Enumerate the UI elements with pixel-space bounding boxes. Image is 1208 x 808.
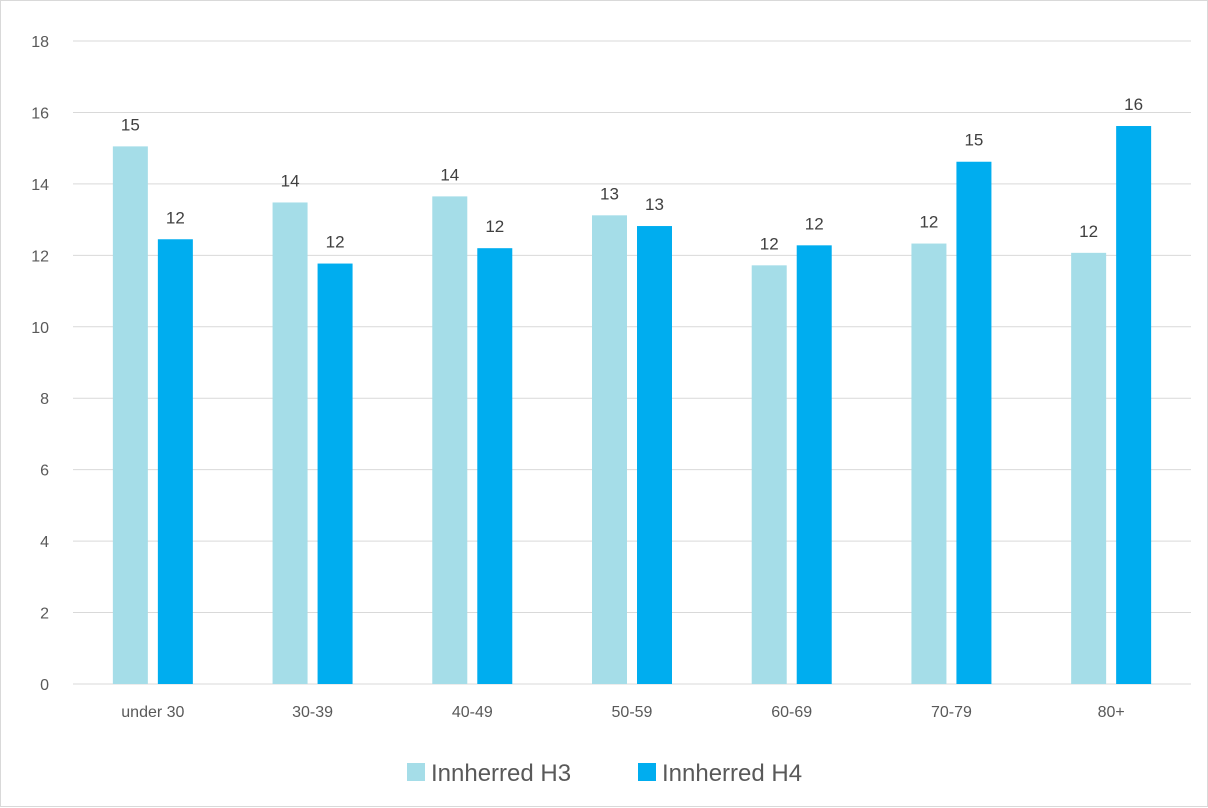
bar-h4: [956, 161, 992, 685]
data-label: 12: [485, 217, 504, 236]
bar-h4: [637, 226, 672, 684]
x-tick-label: 40-49: [452, 704, 493, 721]
data-label: 15: [964, 131, 983, 150]
data-label: 12: [760, 234, 779, 253]
bar-h3: [272, 202, 308, 684]
data-label: 12: [1079, 222, 1098, 241]
data-label: 14: [440, 165, 459, 184]
data-label: 12: [166, 208, 185, 227]
legend-label: Innherred H3: [431, 760, 571, 787]
y-tick-label: 2: [40, 606, 49, 623]
data-label: 13: [645, 195, 664, 214]
y-tick-label: 18: [31, 34, 49, 51]
bar-h3: [432, 196, 468, 684]
bar-h3: [592, 215, 627, 684]
bar-h4: [1116, 126, 1152, 684]
data-label: 16: [1124, 95, 1143, 114]
bar-h3: [911, 243, 947, 685]
legend: Innherred H3 Innherred H4: [407, 760, 802, 787]
legend-label: Innherred H4: [662, 760, 802, 787]
data-label: 15: [121, 115, 140, 134]
data-label: 12: [919, 213, 938, 232]
x-tick-label: 50-59: [612, 704, 653, 721]
y-tick-label: 0: [40, 677, 49, 694]
data-label: 13: [600, 184, 619, 203]
x-tick-label: 30-39: [292, 704, 333, 721]
data-label: 14: [281, 171, 300, 190]
bar-h4: [317, 263, 353, 684]
x-tick-label: under 30: [121, 704, 184, 721]
x-axis-ticks: under 30 30-39 40-49 50-59 60-69 70-79 80+: [121, 704, 1124, 721]
data-labels: 15 12 14 12 14 12 13 13 12 12 12 15 12 16: [121, 95, 1143, 253]
y-tick-label: 14: [31, 177, 49, 194]
legend-swatch: [638, 763, 656, 781]
bar-h4: [157, 239, 193, 684]
data-label: 12: [805, 214, 824, 233]
data-label: 12: [326, 233, 345, 252]
y-tick-label: 12: [31, 248, 49, 265]
y-tick-label: 6: [40, 463, 49, 480]
bar-h3: [112, 146, 148, 684]
bar-h4: [796, 245, 832, 684]
bar-h4: [477, 248, 513, 684]
legend-swatch: [407, 763, 425, 781]
y-tick-label: 4: [40, 534, 49, 551]
y-tick-label: 10: [31, 320, 49, 337]
x-tick-label: 70-79: [931, 704, 972, 721]
bar-h3: [751, 265, 787, 684]
bars: [112, 126, 1152, 685]
x-tick-label: 80+: [1098, 704, 1125, 721]
x-tick-label: 60-69: [771, 704, 812, 721]
gridlines: [73, 40, 1191, 685]
bar-h3: [1071, 252, 1107, 685]
y-tick-label: 16: [31, 105, 49, 122]
y-tick-label: 8: [40, 391, 49, 408]
y-axis-ticks: 0 2 4 6 8 10 12 14 16 18: [31, 34, 49, 694]
